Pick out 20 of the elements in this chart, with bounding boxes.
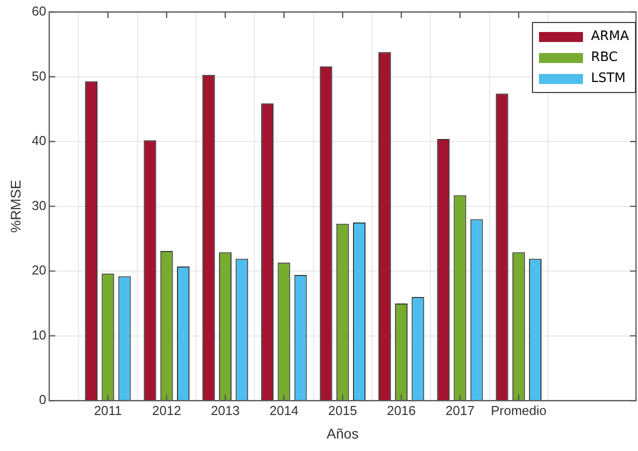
legend-label: RBC <box>590 50 618 65</box>
x-tick-label: 2015 <box>328 402 358 418</box>
y-tick-label: 60 <box>32 4 46 19</box>
x-tick-label: Promedio <box>490 402 546 418</box>
x-tick-label: 2016 <box>386 402 416 418</box>
legend-label: ARMA <box>590 29 629 44</box>
x-axis-title: Años <box>326 425 359 442</box>
y-tick-label: 50 <box>32 68 46 84</box>
y-axis-title: %RMSE <box>7 180 24 233</box>
x-tick-label: 2014 <box>269 402 298 418</box>
y-tick-label: 0 <box>39 392 46 408</box>
y-tick-label: 10 <box>32 327 46 342</box>
x-tick-label: 2017 <box>446 402 474 418</box>
legend-label: LSTM <box>590 71 626 86</box>
x-tick-label: 2012 <box>152 402 182 418</box>
y-tick-label: 30 <box>32 198 46 213</box>
x-tick-label: 2013 <box>210 402 240 418</box>
y-tick-label: 20 <box>32 262 46 278</box>
x-tick-label: 2011 <box>94 402 122 418</box>
y-tick-label: 40 <box>32 133 46 148</box>
